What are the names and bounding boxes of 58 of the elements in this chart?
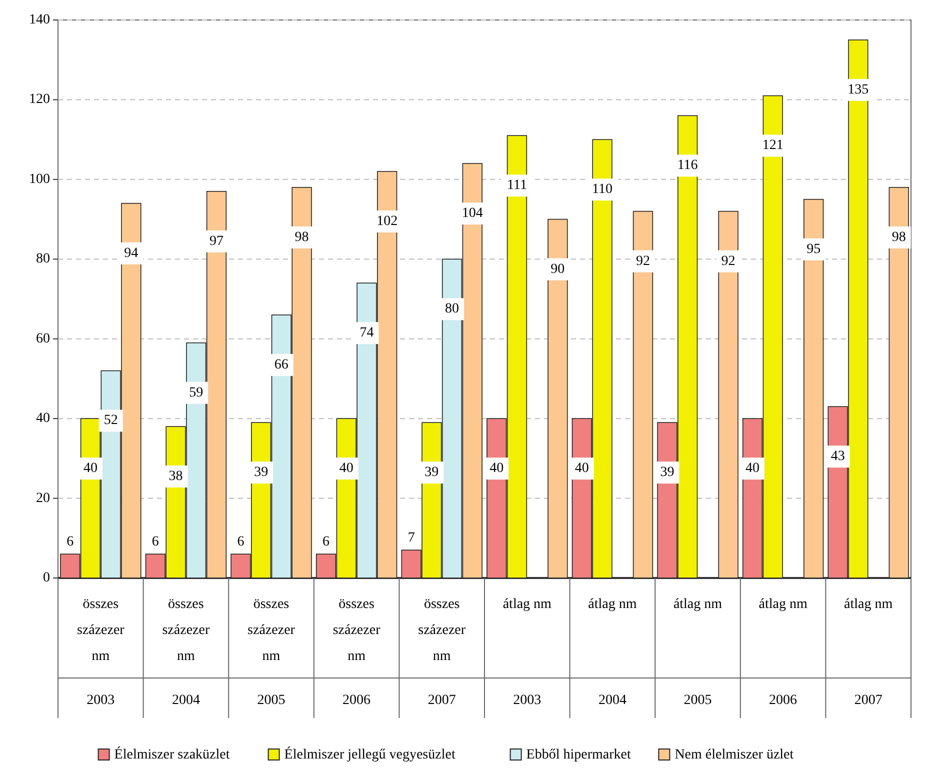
y-tick-label: 40 [36, 411, 50, 426]
data-label: 74 [360, 326, 374, 341]
y-tick-label: 60 [36, 331, 50, 346]
data-label: 66 [274, 357, 288, 372]
category-label: összes százezer nm 2006 [332, 597, 380, 708]
data-label: 7 [408, 530, 415, 546]
data-label: 116 [677, 158, 698, 174]
y-tick-label: 80 [36, 252, 50, 267]
data-label: 92 [636, 254, 650, 269]
data-label: 94 [124, 246, 138, 261]
data-label: 6 [237, 534, 244, 550]
category-label: összes százezer nm 2007 [418, 597, 466, 708]
data-label: 110 [592, 182, 613, 198]
legend-label: Nem élelmiszer üzlet [674, 748, 794, 762]
data-label: 39 [254, 465, 268, 480]
category-label: átlag nm 2006 [758, 597, 808, 708]
data-label: 6 [66, 534, 74, 550]
category-label: átlag nm 2003 [502, 597, 552, 708]
category-label: összes százezer nm 2004 [162, 597, 210, 708]
data-label: 92 [721, 254, 736, 269]
data-label: 98 [294, 230, 309, 245]
data-label: 90 [550, 262, 565, 277]
data-label: 59 [189, 385, 204, 400]
data-label: 40 [83, 461, 98, 476]
category-label: átlag nm 2007 [844, 597, 893, 708]
y-tick-label: 100 [29, 172, 50, 187]
category-label: átlag nm 2005 [673, 597, 722, 708]
category-label: összes százezer nm 2005 [248, 597, 295, 708]
data-label: 43 [830, 449, 845, 464]
data-label: 121 [762, 138, 784, 154]
legend-label: Élelmiszer jellegű vegyesüzlet [284, 746, 456, 762]
data-label: 39 [424, 465, 439, 480]
category-label: átlag nm 2004 [588, 597, 637, 708]
data-label: 40 [490, 461, 504, 476]
data-label: 52 [104, 413, 118, 428]
data-label: 102 [376, 214, 398, 229]
data-label: 111 [506, 178, 527, 194]
data-label: 6 [322, 534, 330, 550]
y-tick-label: 20 [36, 490, 50, 506]
y-tick-label: 120 [29, 92, 50, 108]
data-label: 40 [339, 461, 354, 476]
data-label: 135 [848, 82, 869, 98]
data-label: 40 [574, 461, 589, 476]
data-label: 39 [660, 465, 674, 480]
category-label: összes százezer nm 2003 [76, 597, 124, 708]
data-label: 98 [892, 230, 906, 245]
data-label: 97 [209, 234, 224, 249]
data-label: 80 [445, 302, 460, 317]
data-label: 104 [462, 206, 483, 221]
legend-label: Élelmiszer szaküzlet [114, 746, 230, 762]
data-label: 38 [168, 469, 183, 484]
data-label: 95 [806, 242, 821, 257]
data-label: 40 [746, 461, 760, 476]
y-tick-label: 0 [43, 570, 50, 586]
y-tick-label: 140 [29, 12, 50, 28]
bar [632, 210, 654, 578]
legend-label: Ebből hipermarket [526, 748, 631, 762]
data-label: 6 [152, 534, 159, 550]
